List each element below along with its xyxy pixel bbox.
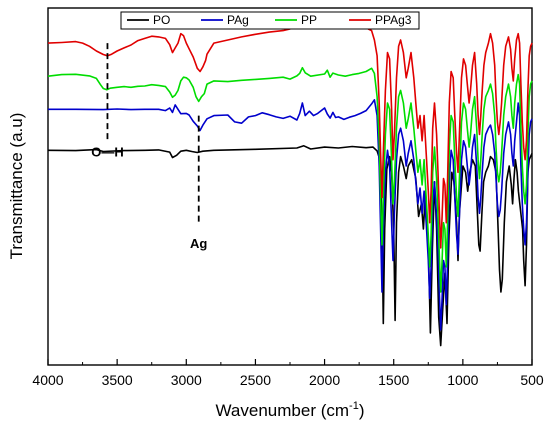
x-tick-label: 2000	[309, 372, 340, 388]
x-tick-label: 2500	[240, 372, 271, 388]
annotation-label: Ag	[190, 236, 207, 251]
legend: PO PAg PP PPAg3	[120, 11, 420, 30]
x-axis-ticks: 4000 3500 3000 2500 2000 1500 1000 500	[32, 359, 544, 388]
series-line-pp	[47, 66, 533, 293]
x-axis-title-sup: -1	[349, 400, 359, 412]
y-axis-title: Transmittance (a.u)	[7, 113, 26, 260]
series-line-pag	[48, 99, 533, 331]
x-axis-title-tail: )	[359, 401, 365, 420]
x-tick-label: 1500	[378, 372, 409, 388]
x-tick-label: 3500	[102, 372, 133, 388]
series-line-ppag3	[47, 18, 533, 249]
legend-label: PPAg3	[375, 13, 412, 27]
x-axis-title-main: Wavenumber (cm	[216, 401, 350, 420]
series-layer	[47, 18, 533, 347]
x-tick-label: 500	[520, 372, 544, 388]
legend-label: PP	[301, 13, 317, 27]
legend-box	[120, 11, 420, 30]
legend-label: PAg	[227, 13, 249, 27]
x-tick-label: 4000	[32, 372, 63, 388]
x-axis-title: Wavenumber (cm-1)	[216, 400, 365, 420]
annotation-layer: O—H Ag	[91, 43, 207, 251]
x-tick-label: 1000	[447, 372, 478, 388]
legend-label: PO	[153, 13, 170, 27]
x-tick-label: 3000	[171, 372, 202, 388]
annotation-label: O—H	[91, 145, 124, 160]
